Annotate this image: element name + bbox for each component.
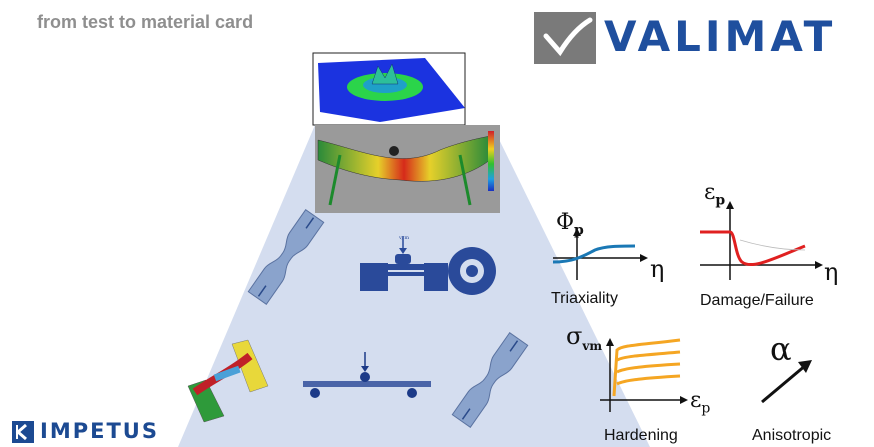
test-annotation: v, m: [399, 235, 410, 241]
triaxiality-label: Triaxiality: [551, 290, 618, 307]
valimat-brand: VALIMAT: [604, 12, 837, 61]
three-point-bending-icon: [303, 352, 431, 398]
anisotropic-arrow-icon: [761, 360, 812, 404]
triaxiality-graph: [552, 228, 648, 280]
anisotropic-label: Anisotropic: [752, 427, 832, 444]
punch-simulation-image: [312, 52, 466, 126]
tensile-specimen-icon: [451, 332, 529, 428]
phi-symbol: Φp: [556, 210, 584, 239]
damage-label: Damage/Failure: [700, 292, 814, 309]
damage-graph: [700, 201, 823, 280]
bending-simulation-image: [315, 125, 500, 213]
puncture-test-icon: [360, 236, 496, 295]
page-title: from test to material card: [37, 12, 254, 32]
funnel: [178, 125, 650, 447]
impetus-logo-icon: [12, 421, 34, 443]
deformed-specimen-icon: [187, 339, 269, 423]
hardening-graph: [600, 338, 688, 412]
valimat-logo-icon: [534, 12, 596, 64]
eta-symbol: η: [650, 255, 665, 283]
epsilon-axis-symbol: εp: [690, 388, 711, 417]
hardening-label: Hardening: [604, 427, 678, 444]
sigma-symbol: σvm: [566, 322, 603, 353]
tensile-specimen-icon: [247, 209, 325, 305]
alpha-symbol: α: [770, 330, 792, 368]
impetus-brand: IMPETUS: [40, 419, 159, 443]
epsilon-symbol: εp: [704, 180, 726, 209]
eta-symbol: η: [824, 258, 839, 286]
